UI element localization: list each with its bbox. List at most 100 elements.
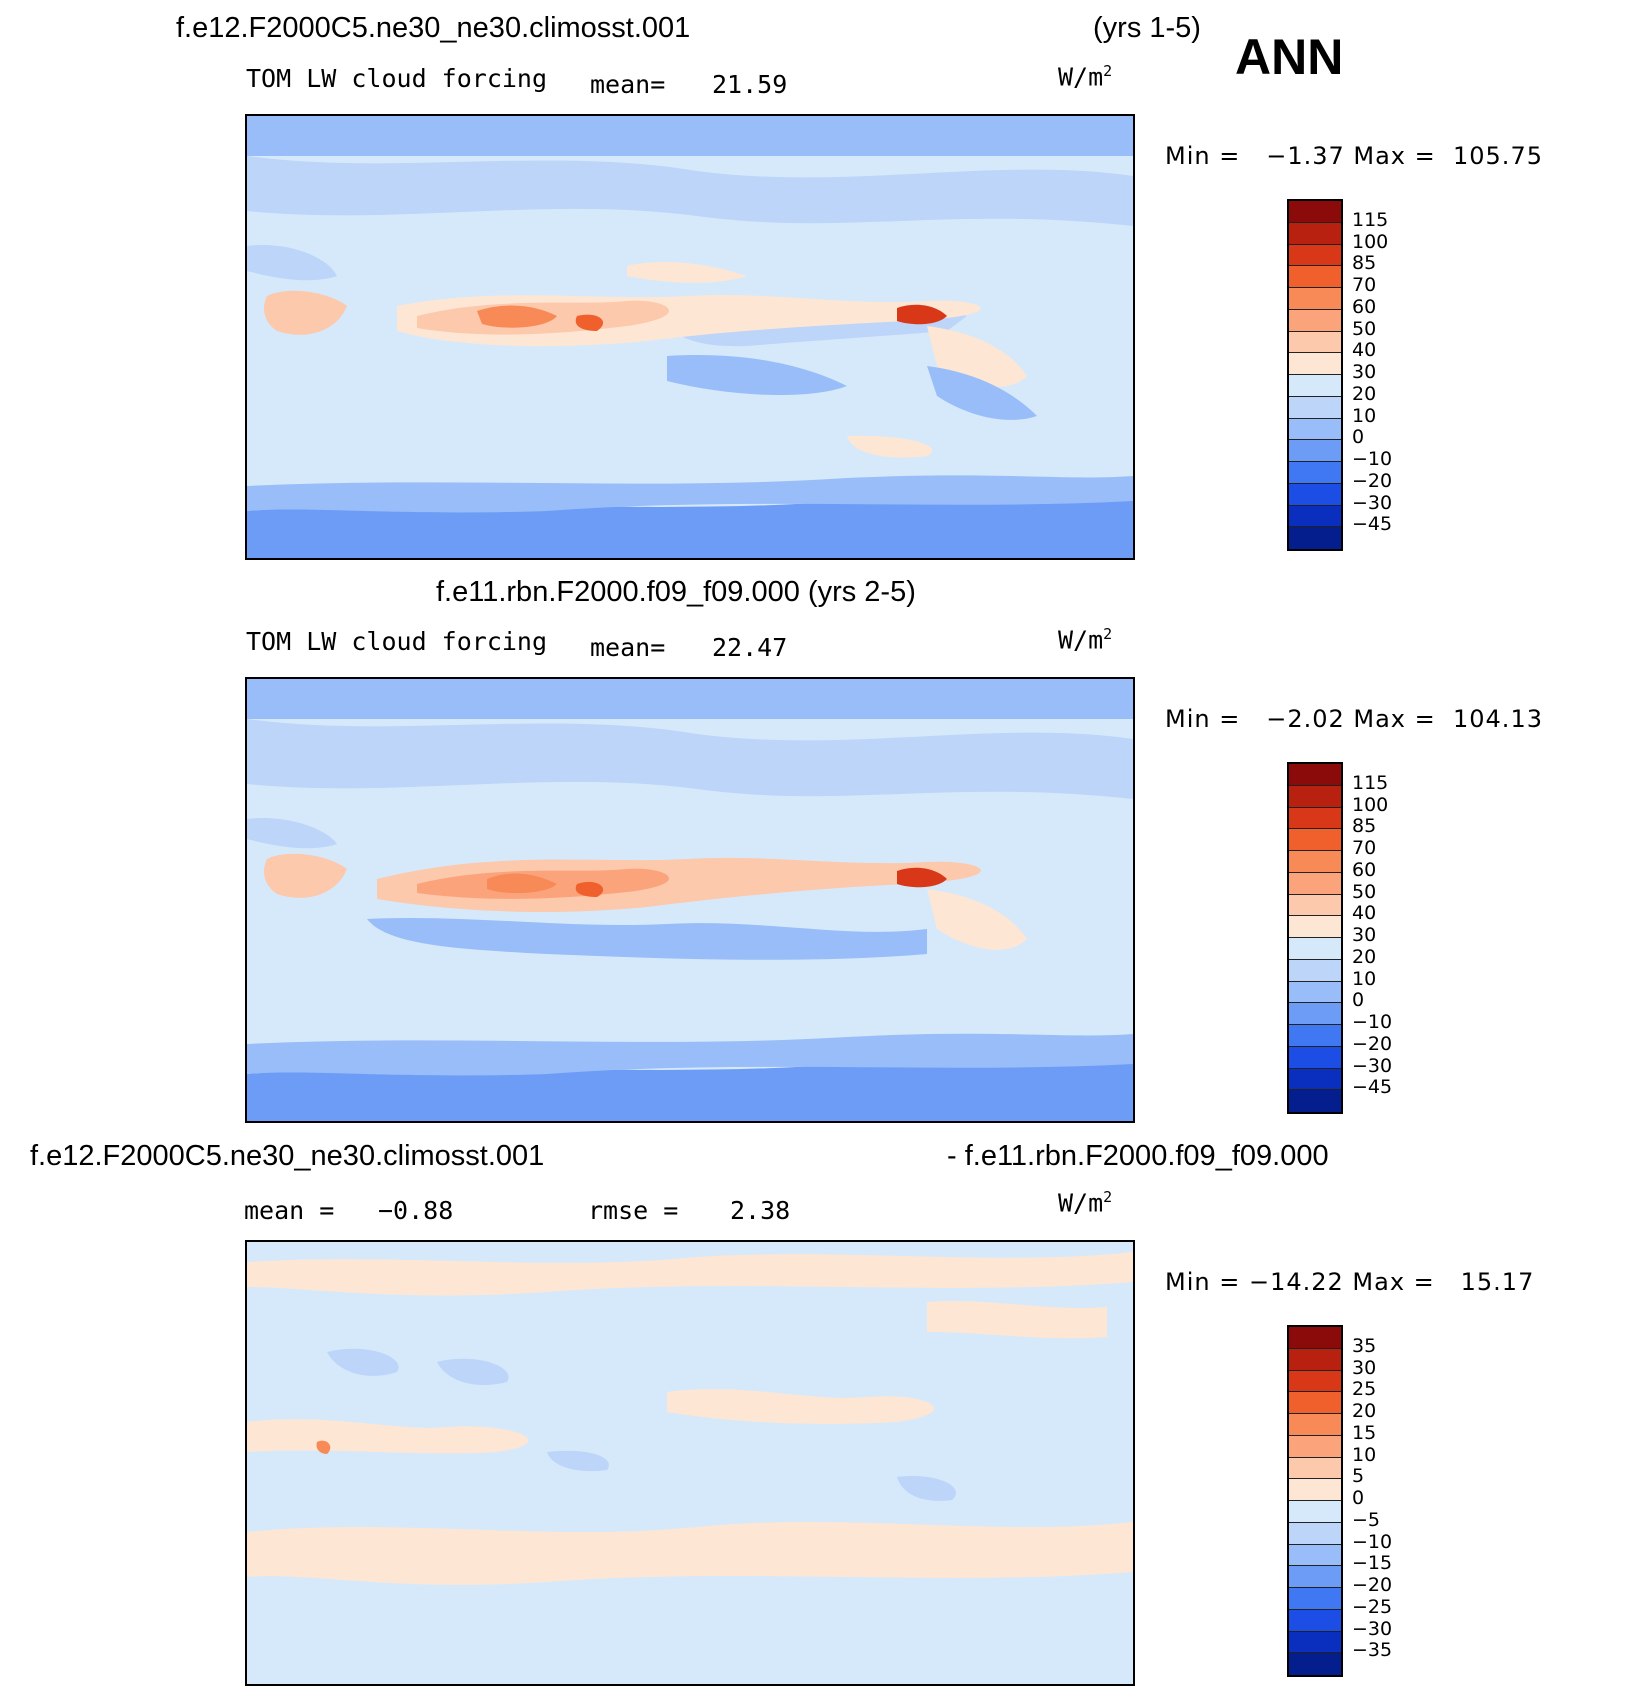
colorbar-label: 35 [1352,1334,1377,1357]
colorbar-label: −30 [1352,1617,1393,1640]
colorbar-segment [1289,440,1341,462]
colorbar-label: −45 [1352,1076,1393,1099]
colorbar-segment [1289,894,1341,917]
colorbar-segment [1289,331,1341,354]
colorbar-segment [1289,959,1341,982]
colorbar-segment [1289,201,1341,223]
colorbar-label: 115 [1352,771,1389,794]
panel1-map [245,114,1135,560]
colorbar-segment [1289,527,1341,549]
panel2-colorbar [1287,762,1343,1114]
colorbar-label: 60 [1352,858,1377,881]
panel3-rmse-value: 2.38 [730,1196,791,1225]
colorbar-segment [1289,872,1341,895]
colorbar-segment [1289,1566,1341,1588]
colorbar-segment [1289,1414,1341,1436]
colorbar-label: −10 [1352,448,1393,470]
colorbar-label: 0 [1352,1487,1365,1509]
colorbar-label: 40 [1352,902,1377,925]
colorbar-segment [1289,1327,1341,1349]
colorbar-segment [1289,309,1341,332]
panel3-mean-label: mean = [244,1196,335,1225]
colorbar-label: 5 [1352,1465,1365,1488]
colorbar-label: 30 [1352,1356,1377,1379]
colorbar-segment [1289,1090,1341,1112]
colorbar-label: 0 [1352,989,1365,1012]
panel1-mean-label: mean= [590,70,666,99]
colorbar-label: −10 [1352,1011,1393,1033]
colorbar-label: 25 [1352,1378,1377,1401]
colorbar-segment [1289,1653,1341,1675]
colorbar-segment [1289,851,1341,873]
colorbar-segment [1289,244,1341,267]
colorbar-segment [1289,1068,1341,1091]
colorbar-segment [1289,981,1341,1004]
colorbar-label: 100 [1352,230,1389,253]
colorbar-label: 20 [1352,1400,1377,1422]
panel2-variable: TOM LW cloud forcing [246,627,548,656]
colorbar-label: 50 [1352,317,1377,340]
colorbar-label: 10 [1352,1443,1377,1466]
colorbar-label: 10 [1352,967,1377,990]
colorbar-label: −15 [1352,1552,1393,1575]
panel2-map [245,677,1135,1123]
panel3-rmse-label: rmse = [588,1196,679,1225]
colorbar-segment [1289,807,1341,830]
colorbar-segment [1289,375,1341,397]
colorbar-segment [1289,396,1341,419]
colorbar-segment [1289,222,1341,245]
colorbar-segment [1289,916,1341,938]
panel3-units: W/m2 [1058,1188,1113,1218]
panel1-units: W/m2 [1058,62,1113,92]
season-label: ANN [1235,29,1344,85]
colorbar-label: 15 [1352,1421,1377,1444]
colorbar-segment [1289,1544,1341,1567]
colorbar-label: 115 [1352,208,1389,231]
colorbar-segment [1289,829,1341,851]
panel3-case-left: f.e12.F2000C5.ne30_ne30.climosst.001 [30,1140,545,1172]
colorbar-segment [1289,1501,1341,1523]
panel2-mean-label: mean= [590,633,666,662]
colorbar-segment [1289,1435,1341,1458]
colorbar-segment [1289,288,1341,310]
colorbar-segment [1289,785,1341,808]
panel3-minmax: Min = −14.22 Max = 15.17 [1165,1268,1535,1296]
colorbar-label: −20 [1352,1574,1393,1596]
colorbar-label: −5 [1352,1508,1381,1531]
panel3-case-right: - f.e11.rbn.F2000.f09_f09.000 [947,1140,1329,1172]
colorbar-label: 70 [1352,274,1377,296]
colorbar-label: −45 [1352,513,1393,536]
colorbar-segment [1289,462,1341,484]
colorbar-segment [1289,1003,1341,1025]
colorbar-label: −20 [1352,469,1393,492]
panel1-years: (yrs 1-5) [1093,12,1201,44]
panel3-map-plot [247,1242,1133,1684]
colorbar-segment [1289,938,1341,960]
colorbar-label: −30 [1352,1054,1393,1077]
colorbar-label: 30 [1352,924,1377,946]
panel3-mean-value: −0.88 [378,1196,454,1225]
colorbar-label: −10 [1352,1530,1393,1553]
colorbar-segment [1289,1522,1341,1545]
panel3-map [245,1240,1135,1686]
colorbar-segment [1289,1479,1341,1501]
colorbar-label: 0 [1352,426,1365,449]
colorbar-label: 100 [1352,793,1389,816]
colorbar-segment [1289,418,1341,441]
panel2-map-plot [247,679,1133,1121]
colorbar-label: 20 [1352,945,1377,968]
colorbar-label: 30 [1352,361,1377,383]
panel2-mean-value: 22.47 [712,633,788,662]
colorbar-segment [1289,353,1341,375]
colorbar-label: 85 [1352,815,1377,838]
colorbar-segment [1289,505,1341,528]
colorbar-segment [1289,1025,1341,1047]
panel2-units: W/m2 [1058,625,1113,655]
colorbar-segment [1289,266,1341,288]
colorbar-label: 70 [1352,837,1377,859]
panel1-map-plot [247,116,1133,558]
panel2-minmax: Min = −2.02 Max = 104.13 [1165,705,1543,733]
colorbar-segment [1289,1392,1341,1414]
colorbar-segment [1289,1046,1341,1069]
panel1-case-title: f.e12.F2000C5.ne30_ne30.climosst.001 [176,12,691,44]
